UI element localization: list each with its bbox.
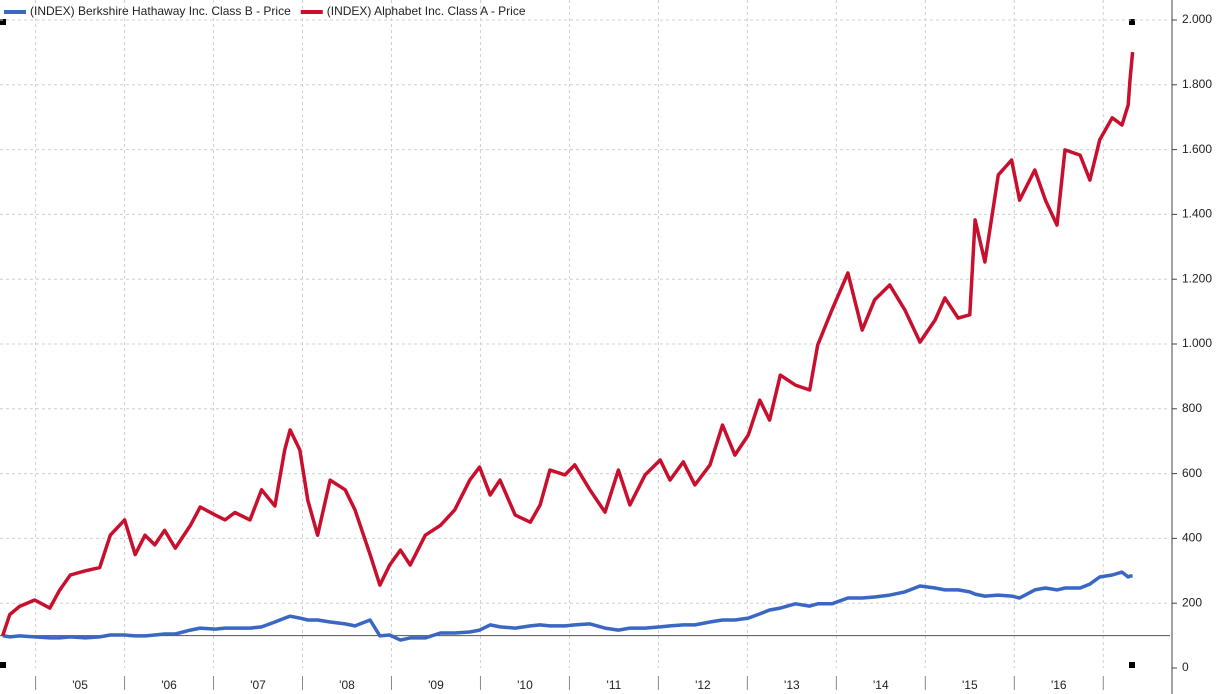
x-tick-label: '08 — [339, 678, 355, 692]
legend-label: (INDEX) Berkshire Hathaway Inc. Class B … — [30, 4, 291, 18]
x-tick-label: '13 — [784, 678, 800, 692]
corner-handle — [0, 662, 6, 668]
series-line — [1, 51, 1135, 637]
x-tick-label: '11 — [607, 678, 622, 692]
series-line — [2, 570, 1133, 642]
corner-handle — [0, 19, 6, 25]
x-tick-label: '14 — [873, 678, 889, 692]
y-tick-label: 1.200 — [1182, 271, 1212, 285]
x-tick-label: '12 — [695, 678, 711, 692]
x-tick-label: '10 — [517, 678, 533, 692]
x-tick-label: '07 — [250, 678, 266, 692]
y-tick-label: 2.000 — [1182, 12, 1212, 26]
legend-label: (INDEX) Alphabet Inc. Class A - Price — [327, 4, 526, 18]
x-tick-label: '05 — [72, 678, 88, 692]
y-tick-label: 1.800 — [1182, 77, 1212, 91]
y-tick-label: 1.000 — [1182, 336, 1212, 350]
x-tick-label: '16 — [1051, 678, 1067, 692]
y-tick-label: 1.400 — [1182, 207, 1212, 221]
x-tick-label: '15 — [962, 678, 978, 692]
y-tick-label: 400 — [1182, 531, 1202, 545]
y-tick-label: 800 — [1182, 401, 1202, 415]
x-tick-label: '06 — [161, 678, 177, 692]
corner-handle — [1129, 662, 1135, 668]
y-tick-label: 600 — [1182, 466, 1202, 480]
y-tick-label: 200 — [1182, 595, 1202, 609]
y-tick-label: 0 — [1182, 660, 1189, 674]
corner-handle — [1129, 19, 1135, 25]
x-tick-label: '09 — [428, 678, 444, 692]
y-tick-label: 1.600 — [1182, 142, 1212, 156]
